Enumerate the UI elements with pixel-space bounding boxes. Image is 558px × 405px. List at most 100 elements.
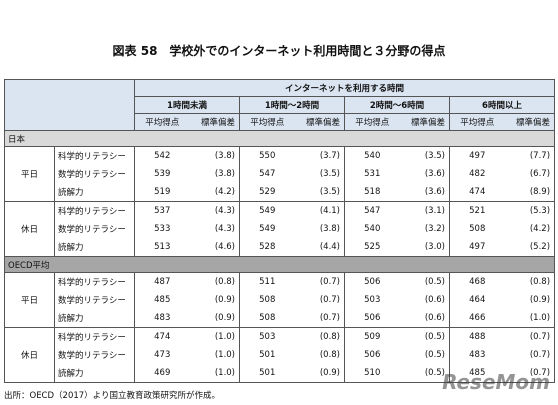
day-label: 平日	[4, 146, 55, 202]
data-row: 平日 科学的リテラシー 542 (3.8) 550 (3.7) 540 (3.5) 497 (7.…	[4, 146, 555, 202]
std-dev: (3.8)	[319, 224, 340, 234]
section-row: 日本	[4, 130, 555, 147]
mean-score: 539	[134, 165, 190, 183]
subheader: 標準偏差	[399, 113, 450, 131]
std-dev: (0.5)	[424, 350, 445, 360]
group-header: 1時間～2時間	[239, 96, 345, 114]
std-dev: (6.7)	[529, 169, 551, 179]
mean-score: 464	[449, 291, 505, 309]
mean-score: 485	[449, 364, 505, 383]
subheader: 平均得点	[344, 113, 400, 131]
std-dev: (0.8)	[214, 277, 235, 287]
header-row: インターネットを利用する時間	[4, 79, 555, 131]
mean-score: 508	[239, 309, 295, 328]
section-label: 日本	[4, 130, 555, 147]
row-label: 科学的リテラシー	[58, 207, 126, 217]
mean-score: 511	[239, 272, 295, 291]
mean-score: 542	[134, 146, 190, 165]
mean-score: 547	[344, 201, 400, 220]
std-dev: (5.3)	[529, 206, 551, 216]
mean-score: 503	[239, 327, 295, 346]
data-row: 読解力 519 (4.2) 529 (3.5) 518 (3.6) 474 (8.9)	[5, 183, 555, 202]
subheader: 標準偏差	[294, 113, 345, 131]
mean-score: 473	[134, 346, 190, 364]
std-dev: (0.8)	[529, 277, 551, 287]
std-dev: (3.5)	[319, 169, 340, 179]
mean-score: 488	[449, 327, 505, 346]
data-row: 平日 科学的リテラシー 487 (0.8) 511 (0.7) 506 (0.5) 468 (0.…	[4, 272, 555, 328]
section-label: OECD平均	[4, 256, 555, 273]
group-header: 2時間～6時間	[344, 96, 450, 114]
day-label: 休日	[4, 201, 55, 257]
row-label: 科学的リテラシー	[58, 152, 126, 162]
std-dev: (7.7)	[529, 151, 551, 161]
std-dev: (0.7)	[529, 368, 551, 378]
mean-score: 547	[239, 165, 295, 183]
mean-score: 506	[344, 272, 400, 291]
mean-score: 525	[344, 238, 400, 257]
mean-score: 483	[134, 309, 190, 328]
mean-score: 474	[449, 183, 505, 202]
std-dev: (1.0)	[529, 313, 551, 323]
data-row: 数学的リテラシー 473 (1.0) 501 (0.8) 506 (0.5) 483 (0.7)	[5, 346, 555, 364]
std-dev: (0.7)	[319, 313, 340, 323]
subheader: 標準偏差	[189, 113, 240, 131]
mean-score: 531	[344, 165, 400, 183]
subheader: 標準偏差	[504, 113, 555, 131]
std-dev: (1.0)	[214, 332, 235, 342]
day-label: 平日	[4, 272, 55, 328]
std-dev: (5.2)	[529, 242, 551, 252]
day-label: 休日	[4, 327, 55, 383]
row-label: 読解力	[58, 369, 84, 379]
mean-score: 509	[344, 327, 400, 346]
mean-score: 501	[239, 364, 295, 383]
std-dev: (0.5)	[424, 277, 445, 287]
data-row: 休日 科学的リテラシー 537 (4.3) 549 (4.1) 547 (3.1) 521 (5.…	[4, 201, 555, 257]
data-row: 数学的リテラシー 533 (4.3) 549 (3.8) 540 (3.2) 508 (4.2)	[5, 220, 555, 238]
std-dev: (0.5)	[424, 368, 445, 378]
std-dev: (8.9)	[529, 187, 551, 197]
subheader: 平均得点	[239, 113, 295, 131]
mean-score: 521	[449, 201, 505, 220]
mean-score: 550	[239, 146, 295, 165]
group-header: 1時間未満	[134, 96, 240, 114]
std-dev: (3.2)	[424, 224, 445, 234]
std-dev: (3.5)	[319, 187, 340, 197]
watermark: ReseMom	[442, 370, 550, 394]
std-dev: (3.8)	[214, 169, 235, 179]
source: 出所：OECD（2017）より国立教育政策研究所が作成。	[4, 391, 221, 401]
mean-score: 549	[239, 201, 295, 220]
row-label: 数学的リテラシー	[58, 296, 126, 306]
mean-score: 483	[449, 346, 505, 364]
row-label: 読解力	[58, 243, 84, 253]
subheader: 平均得点	[449, 113, 505, 131]
std-dev: (0.8)	[319, 332, 340, 342]
row-label: 科学的リテラシー	[58, 333, 126, 343]
row-label: 科学的リテラシー	[58, 278, 126, 288]
group-row: 1時間未満 1時間～2時間 2時間～6時間 6時間以上	[5, 96, 555, 114]
group-header: 6時間以上	[448, 96, 555, 114]
mean-score: 485	[134, 291, 190, 309]
mean-score: 508	[449, 220, 505, 238]
mean-score: 529	[239, 183, 295, 202]
mean-score: 468	[449, 272, 505, 291]
data-row: 休日 科学的リテラシー 474 (1.0) 503 (0.8) 509 (0.5) 488 (0.…	[4, 327, 555, 383]
std-dev: (3.6)	[424, 169, 445, 179]
mean-score: 513	[134, 238, 190, 257]
subheader-row: 平均得点 標準偏差 平均得点 標準偏差 平均得点 標準偏差 平均得点 標準偏差	[5, 113, 555, 131]
row-label: 読解力	[58, 314, 84, 324]
std-dev: (4.6)	[214, 242, 235, 252]
std-dev: (0.9)	[214, 295, 235, 305]
std-dev: (1.0)	[214, 368, 235, 378]
std-dev: (3.6)	[424, 187, 445, 197]
std-dev: (0.9)	[319, 368, 340, 378]
mean-score: 497	[449, 238, 505, 257]
title: 図表 58 学校外でのインターネット利用時間と３分野の得点	[112, 44, 446, 58]
mean-score: 537	[134, 201, 190, 220]
std-dev: (0.6)	[424, 313, 445, 323]
mean-score: 506	[344, 309, 400, 328]
mean-score: 503	[344, 291, 400, 309]
mean-score: 528	[239, 238, 295, 257]
mean-score: 487	[134, 272, 190, 291]
